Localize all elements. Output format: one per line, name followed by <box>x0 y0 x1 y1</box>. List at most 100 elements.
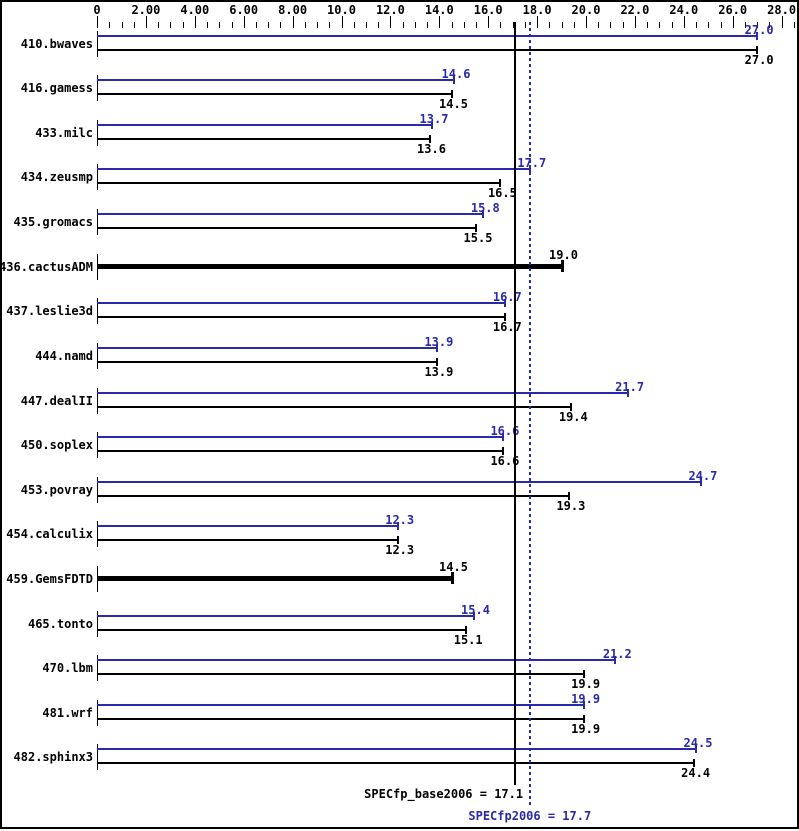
axis-tick-label: 2.00 <box>131 3 161 17</box>
peak-bar-end-tick <box>582 700 585 709</box>
base-bar <box>97 450 503 453</box>
base-bar <box>97 360 437 363</box>
peak-bar <box>97 79 454 82</box>
peak-bar <box>97 213 484 215</box>
base-bar-end-tick <box>450 571 454 584</box>
axis-minor-tick <box>647 22 649 28</box>
axis-minor-tick <box>744 22 746 28</box>
axis-minor-tick <box>476 22 477 28</box>
peak-bar <box>97 748 696 751</box>
peak-value-label: 19.9 <box>571 691 601 706</box>
peak-mean-label: SPECfp2006 = 17.7 <box>468 809 592 823</box>
peak-bar <box>97 703 584 706</box>
base-bar <box>97 673 584 676</box>
axis-minor-tick <box>512 22 514 28</box>
axis-major-tick <box>243 16 245 28</box>
peak-bar <box>97 659 616 662</box>
benchmark-label: 470.lbm <box>42 661 93 676</box>
peak-value-label: 16.6 <box>490 424 520 439</box>
base-value-label: 19.3 <box>556 498 586 513</box>
benchmark-label: 450.soplex <box>20 438 93 453</box>
row-baseline-tick <box>97 209 98 235</box>
peak-value-label: 14.6 <box>441 67 471 82</box>
axis-minor-tick <box>451 22 453 28</box>
axis-tick-label: 20.0 <box>571 3 601 17</box>
base-value-label: 15.5 <box>463 231 493 245</box>
axis-minor-tick <box>500 22 502 28</box>
base-bar <box>97 539 398 542</box>
base-bar <box>97 93 452 96</box>
benchmark-label: 410.bwaves <box>20 36 93 51</box>
base-bar-end-tick <box>692 759 695 768</box>
axis-minor-tick <box>219 22 221 28</box>
benchmark-label: 416.gamess <box>20 81 93 96</box>
benchmark-label: 433.milc <box>35 125 93 140</box>
axis-major-tick <box>439 16 441 28</box>
peak-bar-end-tick <box>614 656 617 665</box>
peak-bar <box>97 391 628 394</box>
base-bar <box>97 263 562 269</box>
peak-bar <box>97 525 398 528</box>
axis-major-tick <box>537 16 539 28</box>
benchmark-label: 436.cactusADM <box>0 259 93 274</box>
row-baseline-tick <box>97 432 98 459</box>
peak-bar <box>97 480 701 483</box>
benchmark-label: 434.zeusmp <box>20 170 93 185</box>
base-bar-end-tick <box>570 402 573 411</box>
base-bar <box>97 628 467 631</box>
base-value-label: 16.6 <box>490 454 520 469</box>
base-bar <box>97 762 694 765</box>
peak-bar-end-tick <box>699 477 702 486</box>
peak-bar-end-tick <box>626 388 629 397</box>
axis-minor-tick <box>182 22 184 28</box>
axis-minor-tick <box>757 22 759 28</box>
peak-bar-end-tick <box>482 210 485 218</box>
axis-major-tick <box>488 16 490 28</box>
axis-major-tick <box>97 16 98 28</box>
base-bar-end-tick <box>560 259 564 272</box>
peak-bar <box>97 614 474 617</box>
axis-minor-tick <box>671 22 673 28</box>
base-value-label: 15.1 <box>453 632 483 647</box>
base-bar <box>97 405 572 408</box>
peak-value-label: 13.7 <box>419 111 449 126</box>
base-bar-end-tick <box>756 45 759 54</box>
peak-value-label: 24.7 <box>688 468 718 483</box>
base-value-label: 19.0 <box>549 247 578 262</box>
axis-tick-label: 6.00 <box>229 3 259 17</box>
base-bar <box>97 575 452 581</box>
row-baseline-tick <box>97 164 98 191</box>
axis-minor-tick <box>231 22 233 28</box>
axis-minor-tick <box>524 22 526 28</box>
axis-tick-label: 28.0 <box>767 3 797 17</box>
base-value-label: 19.9 <box>571 721 601 736</box>
axis-minor-tick <box>427 22 429 28</box>
axis-minor-tick <box>463 22 465 28</box>
base-mean-label: SPECfp_base2006 = 17.1 <box>364 787 524 801</box>
row-baseline-tick <box>97 387 98 414</box>
row-baseline-tick <box>97 476 98 503</box>
peak-value-label: 16.7 <box>492 290 522 305</box>
base-value-label: 19.9 <box>571 677 601 692</box>
axis-minor-tick <box>207 22 208 28</box>
axis-major-tick <box>145 16 147 28</box>
axis-major-tick <box>194 16 196 28</box>
peak-bar-end-tick <box>453 76 455 85</box>
peak-bar-end-tick <box>695 745 697 754</box>
axis-minor-tick <box>659 22 661 28</box>
base-mean-line <box>514 22 517 785</box>
axis-tick-label: 10.0 <box>327 3 356 17</box>
axis-major-tick <box>586 16 587 28</box>
axis-minor-tick <box>109 22 111 28</box>
benchmark-label: 465.tonto <box>27 616 93 631</box>
base-value-label: 24.4 <box>681 766 711 781</box>
base-bar-end-tick <box>501 447 504 456</box>
peak-value-label: 13.9 <box>424 334 454 349</box>
peak-bar <box>97 436 503 439</box>
peak-bar-end-tick <box>472 611 475 620</box>
peak-value-label: 15.4 <box>461 602 490 617</box>
row-baseline-tick <box>97 610 98 637</box>
benchmark-label: 453.povray <box>20 482 93 497</box>
axis-minor-tick <box>769 22 771 28</box>
